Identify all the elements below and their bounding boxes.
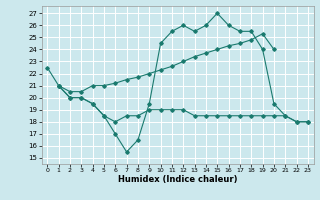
X-axis label: Humidex (Indice chaleur): Humidex (Indice chaleur) <box>118 175 237 184</box>
